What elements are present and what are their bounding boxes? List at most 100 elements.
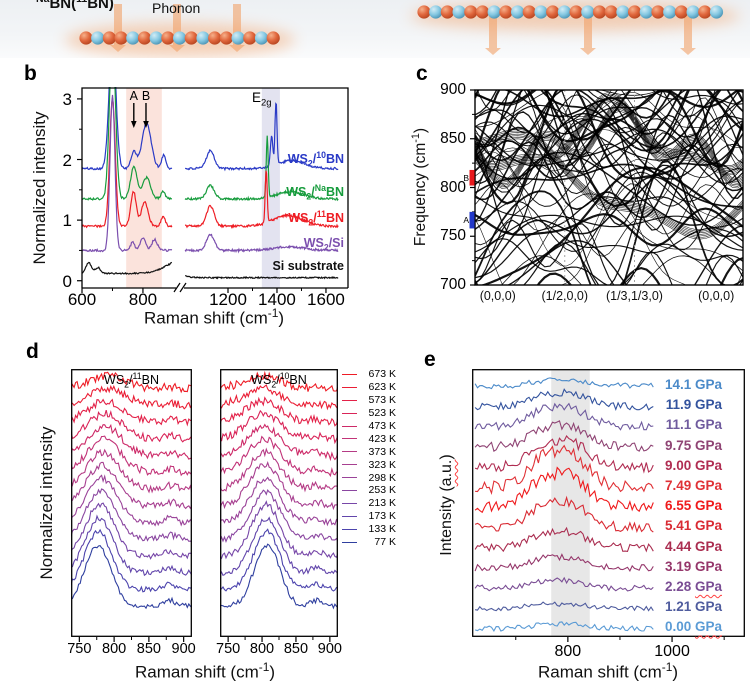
phonon-band <box>475 237 743 285</box>
spectrum-trace <box>81 98 173 229</box>
legend-line-swatch <box>342 528 357 530</box>
phonon-band <box>475 257 743 285</box>
temperature-trace <box>71 544 192 610</box>
e-x-tick-label: 800 <box>554 643 582 660</box>
atom-orange <box>161 31 175 45</box>
phonon-arrow-icon <box>485 14 501 55</box>
pressure-value: 9.75 <box>664 437 695 453</box>
b-x-tick-label: 1600 <box>307 290 345 309</box>
atom-blue <box>126 31 140 45</box>
peak-annotation-label: A <box>130 89 139 103</box>
legend-label: 213 K <box>368 497 396 510</box>
b-y-tick-label: 1 <box>62 211 72 231</box>
phonon-band <box>475 176 743 285</box>
temperature-trace <box>71 409 192 443</box>
atom-orange <box>464 5 478 19</box>
c-k-point-label: (1/2,0,0) <box>541 289 589 303</box>
pressure-trace <box>474 388 654 412</box>
legend-label: 623 K <box>368 381 396 394</box>
material-label: NaBN(11BN) <box>36 0 114 12</box>
atom-chain-graphic <box>65 1 740 57</box>
atom-blue <box>91 31 105 45</box>
b-series-label: WS2/10BN <box>287 149 344 169</box>
atom-blue <box>639 5 653 19</box>
legend-label: 423 K <box>368 432 396 445</box>
phonon-band <box>475 95 743 170</box>
legend-line-swatch <box>342 477 357 479</box>
legend-line-swatch <box>342 451 357 453</box>
atom-chain-right <box>417 5 724 19</box>
atom-blue <box>557 5 572 19</box>
legend-line-swatch <box>342 425 357 427</box>
phonon-band <box>475 110 743 189</box>
phonon-band <box>475 182 743 257</box>
phonon-band <box>475 203 743 285</box>
legend-item: 523 K <box>342 407 396 420</box>
d-x-tick-label: 900 <box>171 641 196 657</box>
phonon-band <box>475 107 743 186</box>
phonon-band <box>475 96 743 171</box>
phonon-band <box>475 90 743 141</box>
phonon-band <box>475 90 743 185</box>
pressure-value: 4.44 <box>664 538 695 554</box>
legend-label: 173 K <box>368 510 396 523</box>
pressure-trace <box>474 621 654 632</box>
atom-blue <box>173 31 187 45</box>
phonon-band <box>475 135 743 237</box>
pressure-label: 9.75 GPa <box>622 438 722 453</box>
pressure-label: 5.41 GPa <box>622 518 722 533</box>
pressure-trace <box>474 377 654 390</box>
pressure-value: 0.00 <box>664 619 695 635</box>
pressure-unit: GPa <box>694 457 722 473</box>
panel-letter-b: b <box>24 62 37 85</box>
phonon-band <box>501 255 724 285</box>
atom-orange <box>592 5 607 19</box>
pressure-unit: GPa <box>694 518 722 534</box>
panel-d-right-chart <box>220 369 338 642</box>
pressure-label: 6.55 GPa <box>622 498 722 513</box>
d-x-tick-label: 850 <box>283 641 309 657</box>
e-x-axis-label: Raman shift (cm-1) <box>538 660 678 682</box>
panel-d-legend: 673 K 623 K 573 K 523 K 473 K 423 K 373 K 323 K… <box>342 368 396 548</box>
phonon-band <box>475 90 720 162</box>
c-y-tick-label: 900 <box>440 81 466 98</box>
d-x-tick-label: 800 <box>102 641 127 657</box>
c-y-tick-label: 800 <box>440 178 466 196</box>
pressure-unit: GPa <box>694 437 722 453</box>
spectrum-trace <box>184 135 339 202</box>
phonon-band <box>475 101 743 176</box>
c-y-tick-label: 700 <box>440 276 466 293</box>
highlight-band <box>261 88 280 288</box>
pressure-label: 0.00 GPa <box>622 619 722 634</box>
pressure-unit: GPa <box>694 599 722 615</box>
temperature-trace <box>220 396 338 427</box>
temperature-trace <box>220 488 338 543</box>
phonon-band <box>475 155 743 285</box>
legend-line-swatch <box>342 373 357 375</box>
atom-orange <box>651 5 665 19</box>
d-x-tick-label: 750 <box>67 641 92 657</box>
atom-blue <box>616 5 630 19</box>
panel-letter-c: c <box>416 62 428 85</box>
d-x-tick-label: 800 <box>249 641 275 657</box>
atom-orange <box>569 5 583 19</box>
b-x-axis-label: Raman shift (cm-1) <box>144 306 284 328</box>
phonon-band <box>475 90 743 187</box>
pressure-value: 3.19 <box>664 558 695 574</box>
phonon-band <box>475 138 743 240</box>
temperature-trace <box>220 476 338 527</box>
temperature-trace <box>220 516 338 577</box>
e-x-tick-label: 1000 <box>654 643 690 660</box>
legend-line-swatch <box>342 541 357 543</box>
atom-blue <box>709 5 724 19</box>
b-y-tick-label: 2 <box>62 150 72 170</box>
temperature-trace <box>71 461 192 510</box>
atom-blue <box>581 5 595 19</box>
b-series-label: WS2/Si <box>303 236 344 253</box>
b-x-tick-label: 600 <box>67 290 97 309</box>
phonon-band <box>527 90 660 135</box>
pressure-label: 9.00 GPa <box>622 458 722 473</box>
phonon-arrow-icon <box>229 4 245 52</box>
legend-item: 298 K <box>342 471 396 484</box>
atom-orange <box>79 31 93 45</box>
